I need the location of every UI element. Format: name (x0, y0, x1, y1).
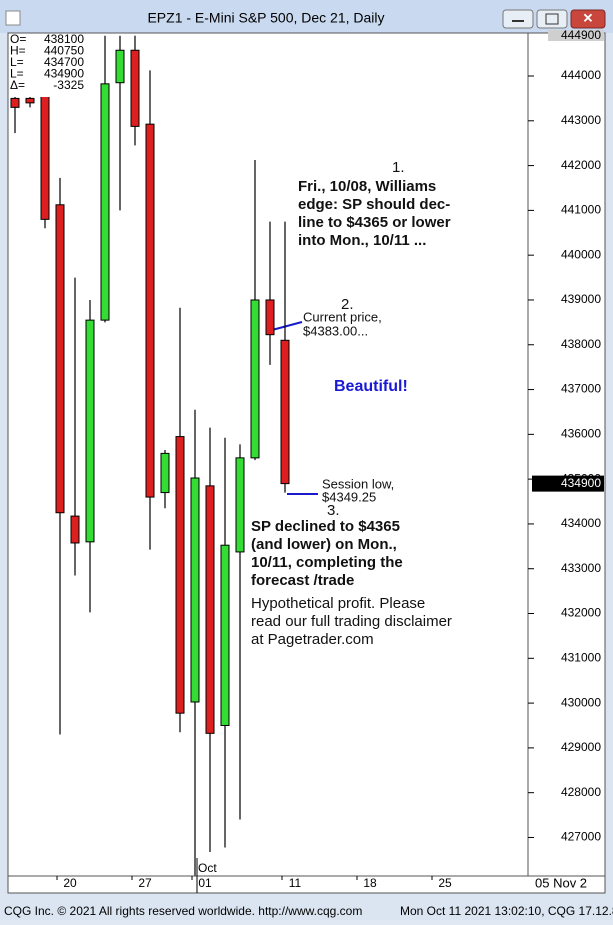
y-tick-label: 430000 (561, 695, 601, 709)
annotation: line to $4365 or lower (298, 214, 451, 231)
y-tick-label: 442000 (561, 158, 601, 172)
annotation: Current price, (303, 309, 382, 324)
window-title: EPZ1 - E-Mini S&P 500, Dec 21, Daily (147, 10, 384, 26)
annotation: SP declined to $4365 (251, 518, 400, 535)
candle-body (205, 485, 215, 734)
y-tick-label: 441000 (561, 203, 601, 217)
y-tick-label: 436000 (561, 427, 601, 441)
maximize-icon (545, 13, 559, 25)
annotation: $4349.25 (322, 489, 376, 504)
last-price-label: 434900 (561, 476, 601, 490)
x-tick-label: 27 (138, 876, 152, 890)
y-tick-label: 428000 (561, 785, 601, 799)
candle-body (115, 49, 125, 84)
last-price-box (532, 475, 604, 492)
info-key: L= (10, 55, 24, 69)
candle-body (70, 515, 80, 544)
month-label: Oct (198, 861, 217, 875)
candle-body (280, 339, 290, 485)
annotation: Fri., 10/08, Williams (298, 178, 436, 195)
candle-body (175, 436, 185, 714)
candle-body (130, 49, 140, 127)
top-price-box (548, 30, 604, 41)
scroll-date: 05 Nov 2 (535, 875, 587, 890)
info-value: 434900 (44, 67, 84, 81)
footer-timestamp: Mon Oct 11 2021 13:02:10, CQG 17.12.8605 (400, 904, 613, 918)
info-value: 440750 (44, 44, 84, 58)
y-tick-label: 434000 (561, 516, 601, 530)
y-tick-label: 432000 (561, 606, 601, 620)
close-button[interactable] (570, 9, 606, 29)
plot-area (7, 32, 529, 877)
annotation: edge: SP should dec- (298, 196, 450, 213)
annotation: forecast /trade (251, 572, 354, 589)
y-tick-label: 438000 (561, 337, 601, 351)
y-tick-label: 440000 (561, 247, 601, 261)
candle-body (25, 97, 35, 104)
date-axis (7, 875, 606, 894)
info-box-bg (10, 35, 88, 97)
app-icon (5, 10, 21, 26)
info-key: H= (10, 44, 26, 58)
annotation: $4383.00... (303, 323, 368, 338)
candle-body (235, 457, 245, 553)
minimize-button[interactable] (502, 9, 534, 29)
annotation: read our full trading disclaimer (251, 613, 452, 630)
candle-body (160, 452, 170, 494)
info-key: O= (10, 32, 26, 46)
annotation: Hypothetical profit. Please (251, 595, 425, 612)
candle-body (85, 319, 95, 543)
candle-body (190, 477, 200, 703)
annotation: 2. (341, 296, 354, 313)
candle-body (265, 299, 275, 336)
y-tick-label: 437000 (561, 382, 601, 396)
annotation: (and lower) on Mon., (251, 536, 397, 553)
close-icon: ✕ (583, 10, 594, 25)
annotation: Session low, (322, 476, 394, 491)
pointer-line (271, 321, 303, 331)
info-key: Δ= (10, 78, 25, 92)
price-axis (527, 32, 606, 877)
candle-body (145, 123, 155, 498)
annotation: into Mon., 10/11 ... (298, 232, 426, 249)
footer-copyright: CQG Inc. © 2021 All rights reserved worl… (4, 904, 362, 918)
y-tick-label: 439000 (561, 292, 601, 306)
candle-body (220, 544, 230, 726)
annotation: at Pagetrader.com (251, 631, 374, 648)
y-tick-label: 443000 (561, 113, 601, 127)
candle-body (100, 83, 110, 321)
annotation: 1. (392, 159, 405, 176)
annotation: Beautiful! (334, 378, 408, 395)
candle-body (10, 97, 20, 108)
candle-body (55, 204, 65, 514)
top-price-label: 444900 (561, 28, 601, 42)
x-tick-label: 20 (63, 876, 77, 890)
y-tick-label: 431000 (561, 650, 601, 664)
annotation: 10/11, completing the (251, 554, 403, 571)
y-tick-label: 444000 (561, 68, 601, 82)
x-tick-label: 11 (289, 876, 302, 890)
info-value: 438100 (44, 32, 84, 46)
x-tick-label: 18 (363, 876, 377, 890)
y-tick-label: 433000 (561, 561, 601, 575)
info-value: -3325 (53, 78, 84, 92)
annotation: 3. (327, 502, 340, 519)
maximize-button[interactable] (536, 9, 568, 29)
y-tick-label: 427000 (561, 830, 601, 844)
info-key: L= (10, 67, 24, 81)
y-tick-label: 429000 (561, 740, 601, 754)
candle-body (250, 299, 260, 459)
x-tick-label: 25 (438, 876, 452, 890)
candle-body (40, 94, 50, 220)
x-tick-label: 01 (198, 876, 212, 890)
info-value: 434700 (44, 55, 84, 69)
